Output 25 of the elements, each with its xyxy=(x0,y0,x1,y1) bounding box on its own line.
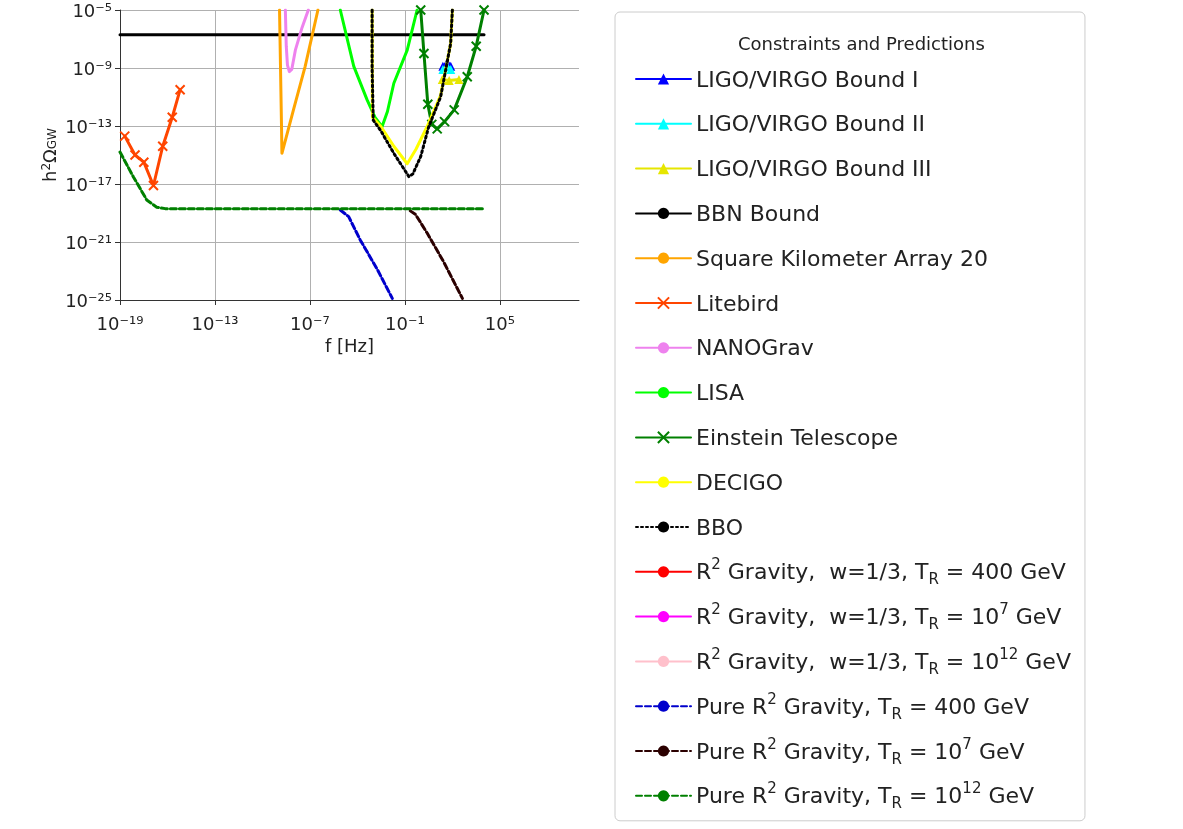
legend-label: BBO xyxy=(696,514,744,540)
x-axis-title: f [Hz] xyxy=(324,334,375,356)
legend-label: LIGO/VIRGO Bound II xyxy=(696,111,926,137)
x-tick-label: 10⁻¹³ xyxy=(191,312,239,334)
y-tick-label: 10⁻¹³ xyxy=(65,115,112,137)
y-tick-label: 10⁻⁵ xyxy=(72,0,112,21)
x-tick-label: 10⁵ xyxy=(484,312,515,334)
x-tick-label: 10⁻¹ xyxy=(385,312,425,334)
legend-label: BBN Bound xyxy=(696,200,821,226)
legend-label: NANOGrav xyxy=(696,335,814,361)
y-tick-label: 10⁻²⁵ xyxy=(65,289,112,311)
y-axis-title: h2ΩGW xyxy=(38,127,60,182)
y-tick-label: 10⁻¹⁷ xyxy=(65,173,112,195)
legend-label: LISA xyxy=(696,380,745,406)
legend-label: Einstein Telescope xyxy=(696,424,899,450)
y-tick-label: 10⁻²¹ xyxy=(65,231,112,253)
legend-label: Litebird xyxy=(696,290,780,316)
x-tick-label: 10⁻¹⁹ xyxy=(96,312,144,334)
legend-label: LIGO/VIRGO Bound III xyxy=(696,156,932,182)
y-tick-label: 10⁻⁹ xyxy=(72,57,112,79)
x-tick-label: 10⁻⁷ xyxy=(290,312,330,334)
legend-label: Square Kilometer Array 20 xyxy=(696,245,988,271)
legend-title: Constraints and Predictions xyxy=(738,32,985,54)
legend-label: LIGO/VIRGO Bound I xyxy=(696,66,919,92)
legend-label: DECIGO xyxy=(696,469,784,495)
